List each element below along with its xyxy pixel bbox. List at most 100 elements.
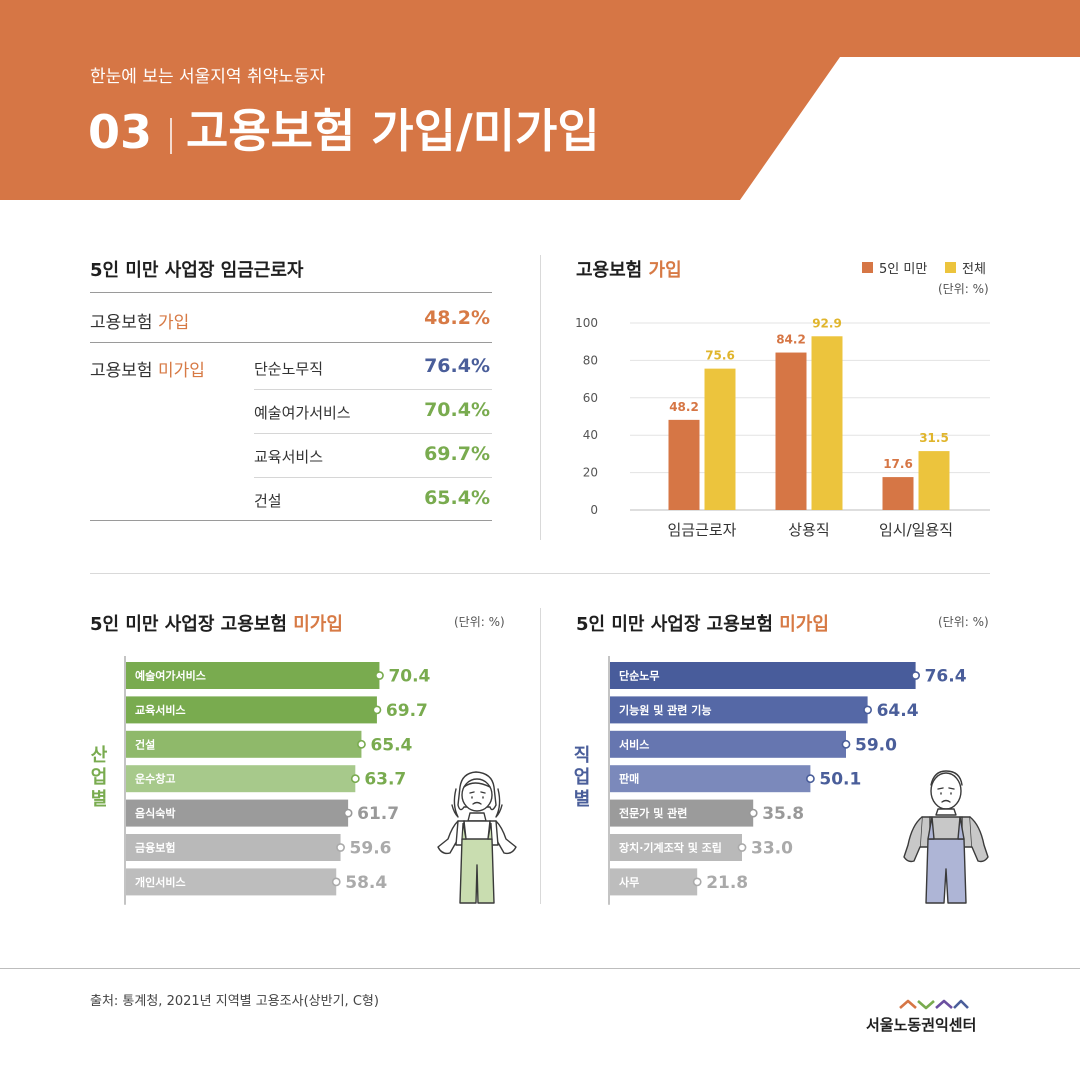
industry-chart-title: 5인 미만 사업장 고용보험 미가입 (90, 610, 343, 636)
uninsured-category: 건설 (254, 492, 282, 510)
x-tick-label: 임시/일용직 (879, 521, 953, 539)
data-label: 64.4 (877, 701, 919, 721)
y-tick-label: 80 (583, 353, 598, 367)
top-vertical-separator (540, 255, 541, 540)
table-top-line (90, 292, 492, 293)
y-tick-label: 40 (583, 428, 598, 442)
bar (610, 662, 916, 689)
bar (126, 799, 349, 827)
column-chart-title-accent: 가입 (648, 260, 682, 281)
uninsured-category: 단순노무직 (254, 360, 324, 378)
data-label: 59.0 (855, 735, 897, 755)
x-tick-label: 임금근로자 (667, 521, 736, 539)
bar-end-dot (343, 808, 353, 818)
bar-category-label: 음식숙박 (135, 806, 175, 820)
bar-category-label: 개인서비스 (135, 875, 186, 889)
logo-text: 서울노동권익센터 (866, 1016, 977, 1034)
bar (126, 696, 377, 724)
bar-end-dot (863, 705, 872, 715)
column-chart-title-prefix: 고용보험 (576, 260, 649, 281)
occupation-chart-title-prefix: 5인 미만 사업장 고용보험 (576, 614, 780, 635)
bottom-vertical-separator (540, 608, 541, 904)
uninsured-category: 교육서비스 (254, 448, 324, 466)
column-chart: 0 20 40 60 80 100 48.2 75.6 임금근로자 84.2 92.9 상용직 17.6… (575, 316, 990, 539)
bar-small (775, 352, 807, 510)
data-label: 17.6 (883, 457, 913, 471)
bar-category-label: 서비스 (619, 737, 649, 751)
bar-total (918, 451, 950, 510)
worker-girl-illustration (437, 771, 517, 904)
uninsured-value: 70.4% (424, 399, 490, 421)
bar (126, 662, 380, 689)
y-tick-label: 20 (583, 466, 598, 480)
bar-end-dot (805, 774, 815, 784)
table-row-line (254, 389, 492, 390)
bar (126, 730, 362, 758)
occupation-side-char: 별 (573, 789, 591, 810)
bar-category-label: 기능원 및 관련 기능 (619, 703, 711, 717)
bar (610, 730, 846, 758)
legend-swatch-small (862, 262, 873, 273)
industry-chart-unit: (단위: %) (454, 615, 505, 629)
bar-category-label: 전문가 및 관련 (619, 806, 687, 820)
uninsured-label-accent: 미가입 (157, 361, 205, 381)
insured-label-accent: 가입 (157, 313, 190, 333)
uninsured-label-prefix: 고용보험 (90, 361, 158, 381)
uninsured-value: 65.4% (424, 487, 490, 509)
legend-swatch-total (945, 262, 956, 273)
bar-end-dot (692, 877, 702, 887)
bar-category-label: 운수창고 (135, 772, 175, 786)
footer-divider (0, 968, 1080, 969)
bar-total (811, 336, 843, 510)
middle-separator (90, 573, 990, 574)
header-banner (0, 0, 1080, 200)
occupation-chart-title: 5인 미만 사업장 고용보험 미가입 (576, 610, 829, 636)
legend-total: 전체 (945, 258, 986, 277)
bar-small (668, 419, 700, 510)
bar-end-dot (841, 739, 851, 749)
table-row-line (254, 433, 492, 434)
bar-category-label: 금융보험 (135, 841, 175, 855)
insured-label-prefix: 고용보험 (90, 313, 158, 333)
occupation-bar-chart: 단순노무 76.4 기능원 및 관련 기능 64.4 서비스 59.0 판매 50.1 전문가 … (608, 656, 967, 905)
industry-bar-chart: 예술여가서비스 70.4 교육서비스 69.7 건설 65.4 운수창고 63.7 음식숙박 61… (124, 656, 431, 905)
x-tick-label: 상용직 (788, 521, 829, 539)
bar-end-dot (375, 671, 384, 680)
industry-chart-title-prefix: 5인 미만 사업장 고용보험 (90, 614, 294, 635)
occupation-side-char: 직 (573, 745, 591, 766)
bar-category-label: 장치·기계조작 및 조립 (619, 841, 722, 855)
uninsured-category: 예술여가서비스 (254, 404, 351, 422)
data-label: 69.7 (386, 701, 428, 721)
data-label: 58.4 (345, 873, 387, 893)
y-tick-label: 0 (590, 503, 598, 517)
bar (126, 834, 341, 861)
legend-small-label: 5인 미만 (879, 262, 928, 277)
bar-category-label: 판매 (619, 772, 639, 786)
insured-value: 48.2% (424, 307, 490, 329)
table-mid-line (90, 342, 492, 343)
header-banner-shape (0, 0, 1080, 200)
data-label: 65.4 (370, 735, 412, 755)
page-title: 고용보험 가입/미가입 (186, 104, 600, 158)
data-label: 48.2 (669, 400, 699, 414)
bar-end-dot (737, 843, 747, 852)
table-row-line (254, 477, 492, 478)
bar-category-label: 교육서비스 (135, 703, 186, 717)
occupation-chart-unit: (단위: %) (938, 615, 989, 629)
uninsured-label: 고용보험 미가입 (90, 356, 205, 381)
bar-end-dot (331, 877, 341, 887)
industry-side-char: 별 (90, 789, 108, 810)
data-label: 75.6 (705, 349, 735, 363)
bar (126, 868, 337, 896)
worker-man-illustration (903, 770, 989, 904)
data-label: 21.8 (706, 873, 748, 893)
industry-side-char: 업 (90, 767, 108, 788)
bar-category-label: 단순노무 (619, 669, 659, 683)
industry-side-char: 산 (90, 745, 108, 766)
bar (610, 868, 698, 896)
data-label: 35.8 (762, 804, 804, 824)
data-label: 70.4 (388, 667, 430, 687)
data-label: 50.1 (819, 770, 861, 790)
y-tick-label: 100 (575, 316, 598, 330)
logo-mark-icon (899, 999, 969, 1010)
